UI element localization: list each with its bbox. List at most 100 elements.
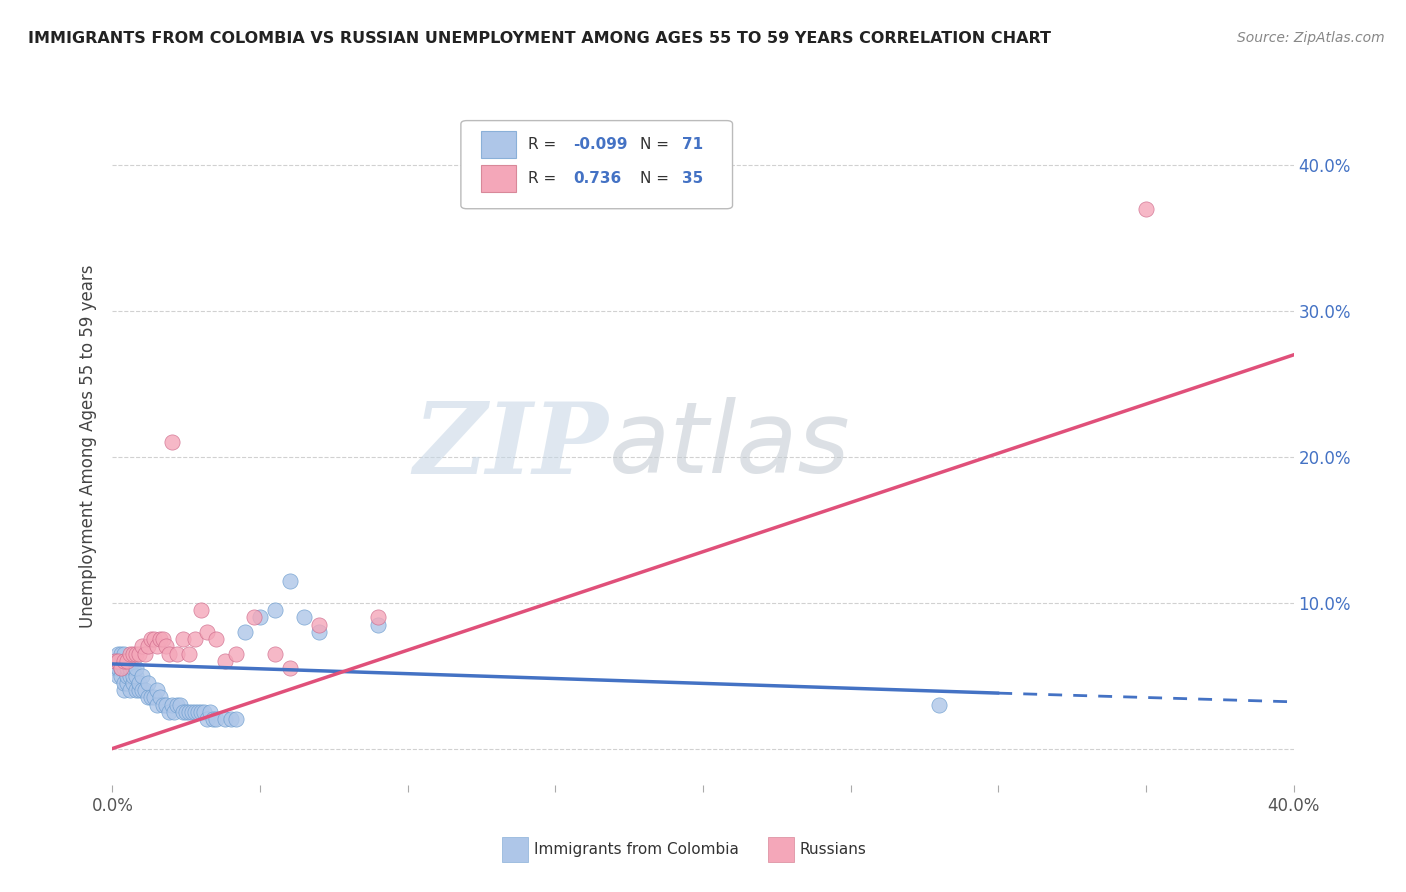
Point — [112, 654, 135, 668]
Point — [198, 705, 221, 719]
Point — [187, 705, 209, 719]
Text: IMMIGRANTS FROM COLOMBIA VS RUSSIAN UNEMPLOYMENT AMONG AGES 55 TO 59 YEARS CORRE: IMMIGRANTS FROM COLOMBIA VS RUSSIAN UNEM… — [28, 31, 1052, 46]
Point — [219, 712, 242, 726]
Point — [122, 668, 145, 682]
Point — [107, 668, 129, 682]
Point — [184, 705, 207, 719]
Point — [184, 632, 207, 647]
Point — [104, 654, 127, 668]
Point — [136, 690, 159, 705]
Point — [107, 647, 129, 661]
Point — [139, 632, 162, 647]
Point — [160, 435, 183, 450]
Point — [169, 698, 191, 712]
Point — [214, 654, 236, 668]
Point — [181, 705, 204, 719]
Point — [125, 683, 148, 698]
Text: 71: 71 — [682, 136, 703, 152]
Point — [149, 632, 172, 647]
Point — [136, 676, 159, 690]
Text: atlas: atlas — [609, 398, 851, 494]
Point — [225, 647, 247, 661]
Point — [205, 712, 228, 726]
Text: N =: N = — [640, 170, 675, 186]
Point — [104, 661, 127, 675]
Point — [112, 683, 135, 698]
Point — [112, 661, 135, 675]
Point — [264, 603, 287, 617]
Text: Russians: Russians — [800, 842, 866, 857]
Point — [1135, 202, 1157, 216]
Point — [292, 610, 315, 624]
Point — [155, 640, 177, 654]
Point — [120, 661, 142, 675]
Point — [278, 574, 301, 588]
Point — [172, 705, 194, 719]
Point — [308, 624, 330, 639]
Point — [308, 617, 330, 632]
Point — [112, 654, 135, 668]
Point — [107, 661, 129, 675]
Point — [117, 654, 138, 668]
Point — [146, 640, 169, 654]
Point — [195, 712, 218, 726]
Point — [112, 647, 135, 661]
Y-axis label: Unemployment Among Ages 55 to 59 years: Unemployment Among Ages 55 to 59 years — [79, 264, 97, 628]
Point — [163, 705, 186, 719]
Point — [122, 647, 145, 661]
Text: R =: R = — [529, 170, 567, 186]
Point — [125, 668, 148, 682]
Point — [152, 632, 174, 647]
Text: Immigrants from Colombia: Immigrants from Colombia — [534, 842, 740, 857]
Point — [190, 705, 212, 719]
Point — [134, 647, 156, 661]
Point — [125, 647, 148, 661]
Point — [117, 661, 138, 675]
FancyBboxPatch shape — [768, 838, 794, 862]
Text: ZIP: ZIP — [413, 398, 609, 494]
Point — [193, 705, 215, 719]
Point — [214, 712, 236, 726]
Point — [149, 690, 172, 705]
Point — [120, 683, 142, 698]
Point — [146, 698, 169, 712]
Point — [233, 624, 256, 639]
FancyBboxPatch shape — [481, 165, 516, 192]
Point — [112, 676, 135, 690]
Point — [142, 690, 165, 705]
Point — [131, 640, 153, 654]
Point — [128, 647, 150, 661]
Point — [190, 603, 212, 617]
Point — [120, 668, 142, 682]
Point — [110, 661, 132, 675]
Point — [179, 705, 201, 719]
Point — [243, 610, 266, 624]
Point — [367, 610, 389, 624]
Point — [110, 647, 132, 661]
Point — [110, 668, 132, 682]
Point — [179, 647, 201, 661]
Point — [205, 632, 228, 647]
Point — [117, 668, 138, 682]
Point — [117, 654, 138, 668]
Text: Source: ZipAtlas.com: Source: ZipAtlas.com — [1237, 31, 1385, 45]
FancyBboxPatch shape — [461, 120, 733, 209]
Text: 0.736: 0.736 — [574, 170, 621, 186]
Point — [146, 683, 169, 698]
Point — [128, 683, 150, 698]
Point — [125, 661, 148, 675]
Point — [155, 698, 177, 712]
FancyBboxPatch shape — [481, 131, 516, 158]
Point — [131, 668, 153, 682]
Point — [172, 632, 194, 647]
Point — [201, 712, 224, 726]
Text: R =: R = — [529, 136, 561, 152]
Point — [225, 712, 247, 726]
Point — [107, 654, 129, 668]
Point — [367, 617, 389, 632]
Point — [110, 654, 132, 668]
Point — [157, 647, 180, 661]
Point — [264, 647, 287, 661]
Point — [120, 647, 142, 661]
Text: 35: 35 — [682, 170, 703, 186]
